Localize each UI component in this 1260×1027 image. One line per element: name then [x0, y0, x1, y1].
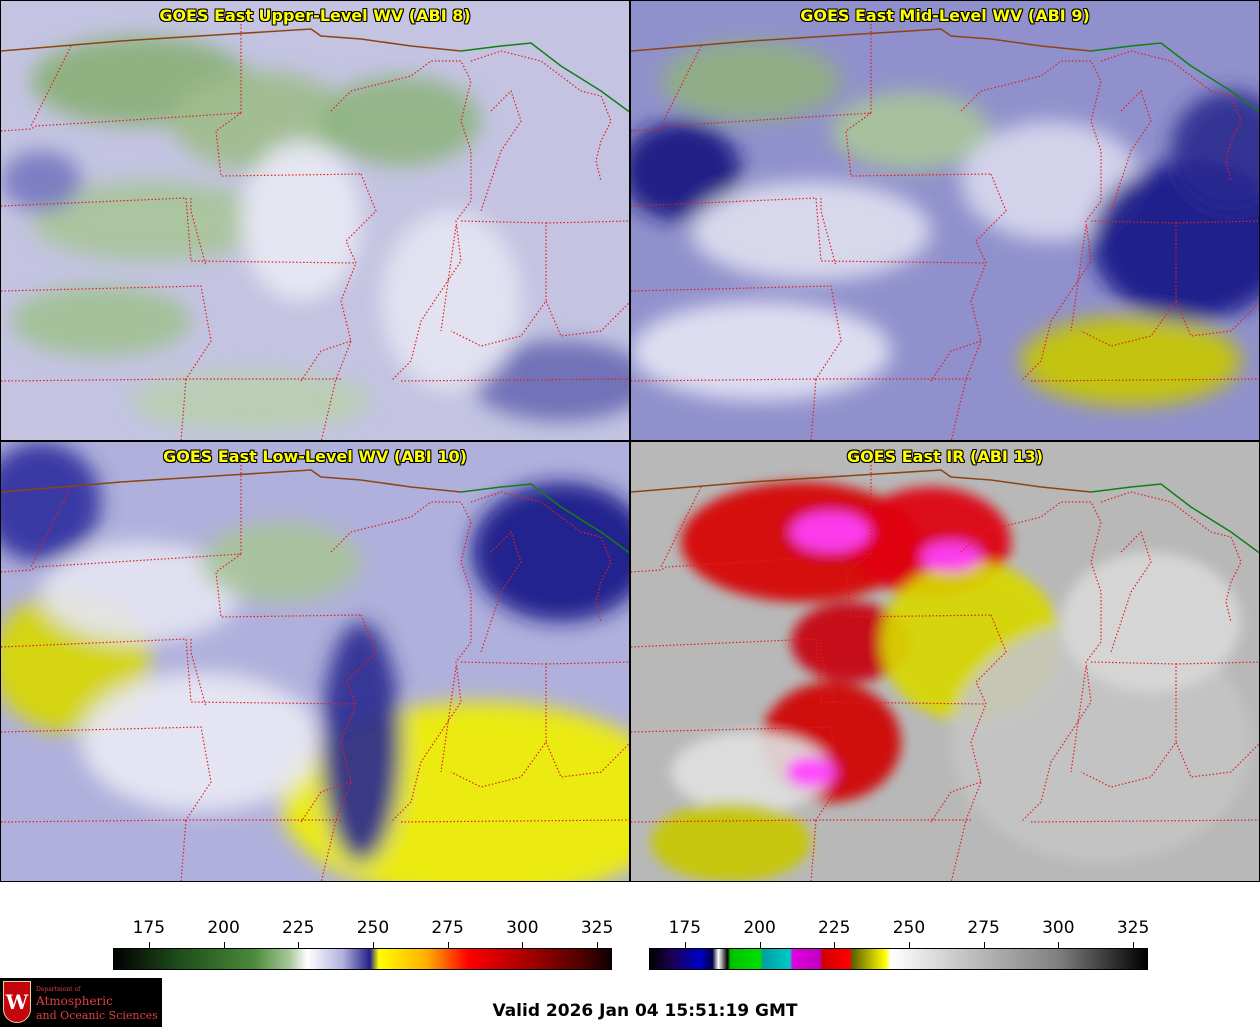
colorbar-tick-label: 275: [431, 918, 464, 938]
colorbar-tick-mark: [447, 942, 449, 948]
colorbar-ir: 175 200 225 250 275 300 325: [649, 918, 1150, 974]
logo-line1: Atmospheric: [36, 994, 113, 1008]
satellite-image-low: [1, 442, 629, 881]
colorbar-tick-label: 325: [580, 918, 614, 938]
colorbar-tick-label: 325: [1116, 918, 1150, 938]
colorbar-tick-mark: [148, 942, 150, 948]
panel-title: GOES East Upper-Level WV (ABI 8): [159, 6, 471, 25]
colorbar-gradient: [113, 948, 612, 970]
colorbar-tick-mark: [522, 942, 524, 948]
colorbar-tick-label: 300: [506, 918, 539, 938]
panel-title: GOES East Mid-Level WV (ABI 9): [800, 6, 1090, 25]
colorbar-tick-label: 175: [132, 918, 166, 938]
colorbar-tick-mark: [372, 942, 374, 948]
logo-line2: and Oceanic Sciences: [36, 1009, 158, 1022]
satellite-image-mid: [631, 1, 1259, 440]
colorbar-tick-mark: [223, 942, 225, 948]
uw-seal-icon: W: [3, 981, 31, 1023]
colorbar-tick-mark: [684, 942, 686, 948]
satellite-image-ir: [631, 442, 1259, 881]
colorbar-tick-label: 275: [967, 918, 1000, 938]
colorbar-tick-label: 200: [743, 918, 776, 938]
panel-low-level-wv: GOES East Low-Level WV (ABI 10): [0, 441, 630, 882]
valid-time: Valid 2026 Jan 04 15:51:19 GMT: [492, 1001, 798, 1021]
panel-ir: GOES East IR (ABI 13): [630, 441, 1260, 882]
colorbar-tick-label: 250: [356, 918, 390, 938]
colorbar-tick-mark: [983, 942, 985, 948]
panel-mid-level-wv: GOES East Mid-Level WV (ABI 9): [630, 0, 1260, 441]
colorbar-tick-mark: [759, 942, 761, 948]
satellite-image-upper: [1, 1, 629, 440]
colorbar-tick-mark: [908, 942, 910, 948]
colorbar-gradient: [649, 948, 1148, 970]
colorbar-tick-label: 200: [207, 918, 240, 938]
aos-logo: W Department of Atmospheric and Oceanic …: [0, 978, 162, 1027]
panel-title: GOES East Low-Level WV (ABI 10): [163, 447, 467, 466]
panel-upper-level-wv: GOES East Upper-Level WV (ABI 8): [0, 0, 630, 441]
colorbar-tick-label: 250: [892, 918, 926, 938]
colorbar-tick-mark: [1058, 942, 1060, 948]
colorbar-tick-label: 225: [818, 918, 851, 938]
panel-title: GOES East IR (ABI 13): [846, 447, 1044, 466]
colorbar-tick-mark: [834, 942, 836, 948]
colorbar-tick-mark: [298, 942, 300, 948]
colorbar-tick-mark: [597, 942, 599, 948]
colorbar-tick-label: 225: [282, 918, 315, 938]
colorbar-tick-label: 300: [1042, 918, 1075, 938]
colorbar-tick-label: 175: [668, 918, 702, 938]
colorbar-tick-mark: [1133, 942, 1135, 948]
colorbar-wv: 175 200 225 250 275 300 325: [113, 918, 614, 974]
logo-department: Department of: [36, 986, 81, 993]
